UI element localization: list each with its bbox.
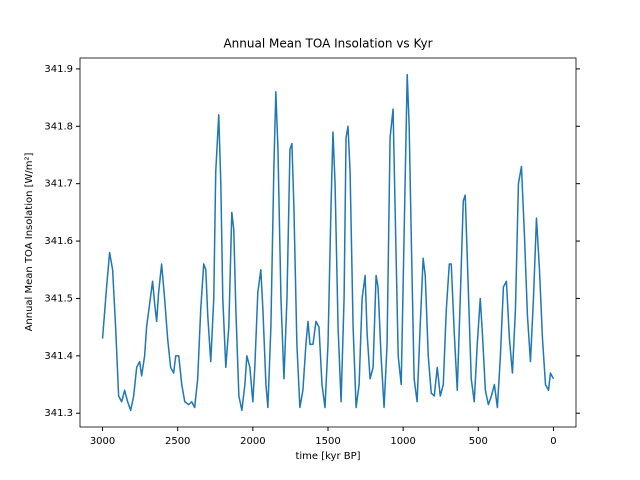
x-axis-label: time [kyr BP]	[295, 451, 360, 462]
y-tick-label: 341.6	[44, 236, 73, 247]
line-series	[101, 73, 555, 412]
y-tick-label: 341.8	[44, 121, 73, 132]
x-tick-label: 3000	[90, 436, 115, 447]
chart-title: Annual Mean TOA Insolation vs Kyr	[223, 37, 432, 51]
plot-frame	[79, 57, 577, 428]
y-tick-label: 341.4	[44, 351, 73, 362]
y-axis-label: Annual Mean TOA Insolation [W/m²]	[24, 152, 35, 331]
y-tick-label: 341.5	[44, 293, 73, 304]
x-tick-label: 0	[550, 436, 556, 447]
x-tick-label: 1000	[390, 436, 415, 447]
x-tick-label: 2000	[240, 436, 265, 447]
y-tick-label: 341.7	[44, 179, 73, 190]
x-tick-label: 2500	[165, 436, 190, 447]
y-tick-label: 341.9	[44, 64, 73, 75]
x-tick-label: 1500	[315, 436, 340, 447]
x-tick-label: 500	[469, 436, 488, 447]
y-tick-label: 341.3	[44, 408, 73, 419]
